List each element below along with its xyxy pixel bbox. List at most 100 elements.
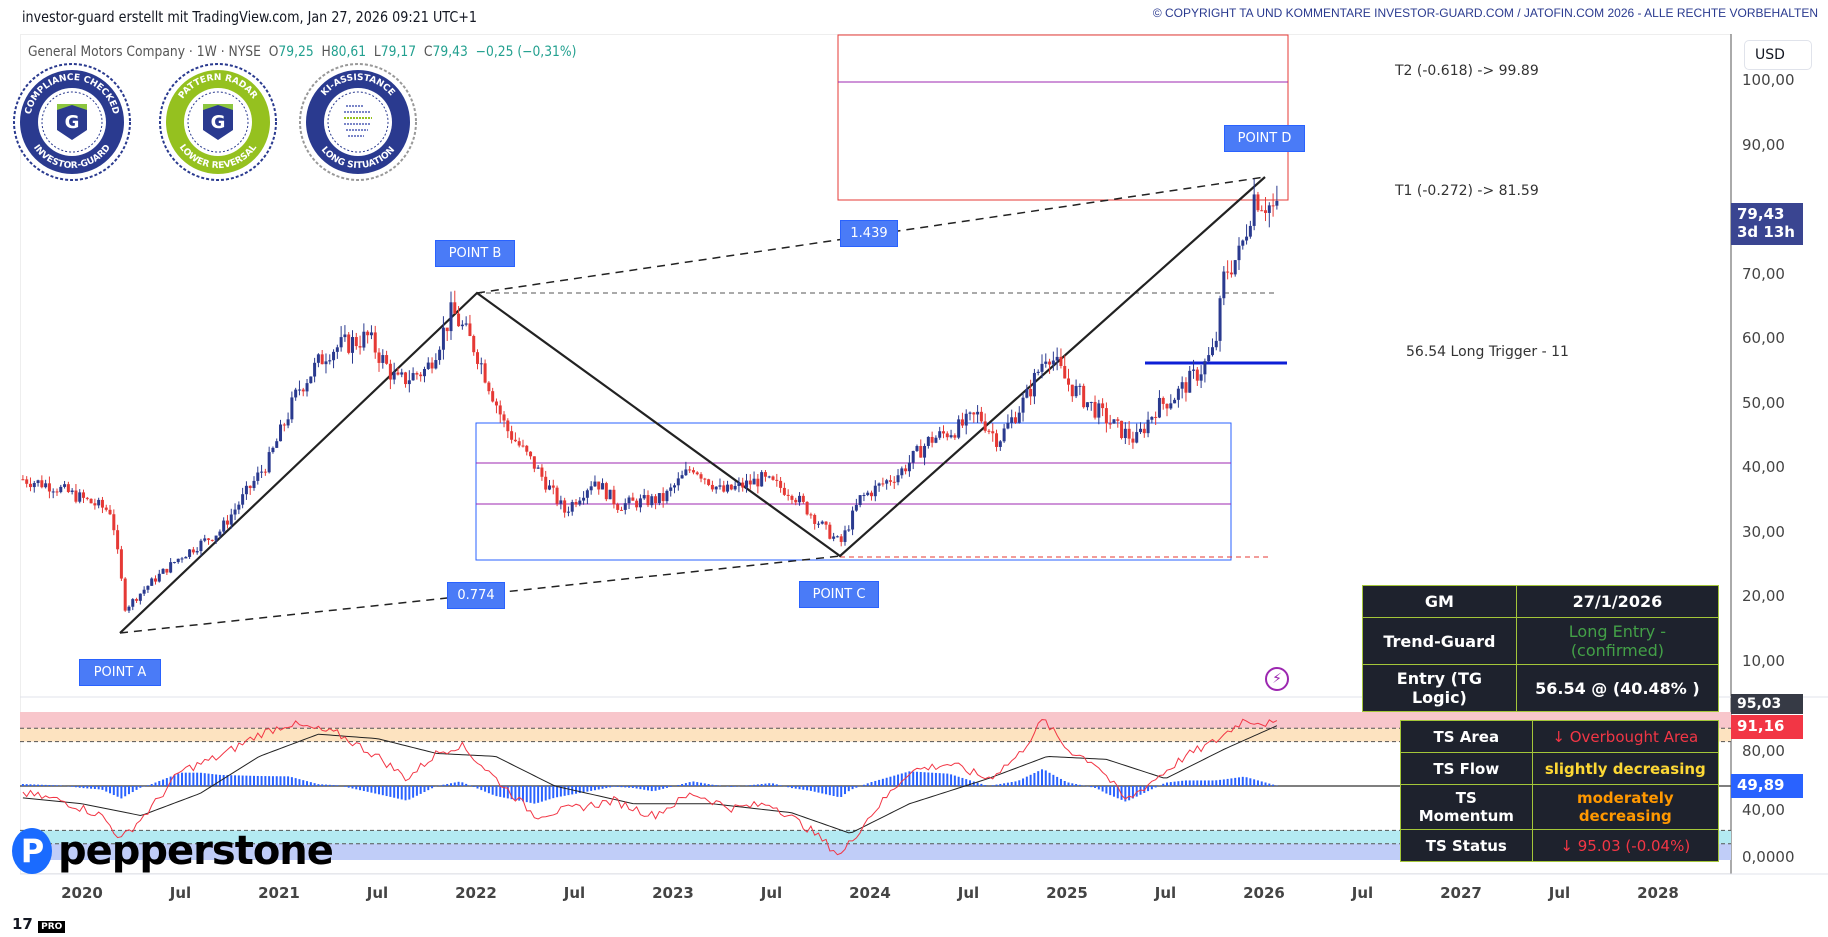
candle-body: [786, 494, 790, 496]
candle-body: [404, 372, 408, 385]
candle-body: [108, 509, 112, 515]
candle-body: [843, 530, 847, 542]
histogram-bar: [798, 786, 801, 790]
candle-body: [184, 556, 188, 559]
histogram-bar: [931, 772, 934, 786]
cell: GM: [1362, 585, 1517, 618]
histogram-bar: [109, 786, 112, 794]
candle-body: [85, 497, 89, 499]
candle-body: [241, 494, 245, 505]
currency-selector[interactable]: USD: [1744, 40, 1812, 70]
histogram-bar: [78, 786, 81, 788]
candle-body: [832, 536, 836, 539]
candle-body: [1150, 416, 1154, 420]
histogram-bar: [309, 782, 312, 786]
point-a-label[interactable]: POINT A: [79, 659, 161, 686]
cell: 27/1/2026: [1515, 585, 1720, 618]
time-tick: 2027: [1440, 884, 1482, 902]
candle-body: [635, 500, 639, 508]
time-tick: 2028: [1637, 884, 1679, 902]
candle-body: [1112, 419, 1116, 424]
candle-body: [225, 520, 229, 525]
histogram-bar: [306, 781, 309, 786]
histogram-bar: [567, 786, 570, 796]
histogram-bar: [1245, 777, 1248, 786]
candle-body: [252, 480, 256, 489]
candle-body: [976, 411, 980, 415]
histogram-bar: [400, 786, 403, 800]
histogram-bar: [385, 786, 388, 797]
candle-body: [294, 389, 298, 398]
price-tick: 100,00: [1742, 71, 1795, 89]
lightning-icon[interactable]: ⚡: [1265, 667, 1289, 691]
candle-body: [691, 470, 695, 473]
candle-body: [763, 472, 767, 477]
histogram-bar: [696, 782, 699, 786]
high-label: H: [321, 44, 331, 60]
candle-body: [888, 480, 892, 482]
histogram-bar: [934, 772, 937, 786]
candle-body: [623, 503, 627, 510]
histogram-bar: [605, 786, 608, 789]
candle-body: [165, 568, 169, 573]
histogram-bar: [715, 785, 718, 786]
candle-body: [339, 337, 343, 348]
candle-body: [426, 362, 430, 369]
candle-body: [741, 482, 745, 488]
histogram-bar: [1260, 781, 1263, 786]
candle-body: [290, 397, 294, 420]
candle-body: [1104, 408, 1108, 424]
histogram-bar: [1124, 786, 1127, 802]
histogram-bar: [711, 784, 714, 786]
histogram-bar: [703, 783, 706, 786]
histogram-bar: [624, 786, 627, 788]
histogram-bar: [218, 774, 221, 786]
long-trigger-note: 56.54 Long Trigger - 11: [1406, 344, 1569, 360]
histogram-bar: [165, 778, 168, 786]
point-d-label[interactable]: POINT D: [1224, 125, 1305, 152]
histogram-bar: [1234, 777, 1237, 786]
candle-body: [722, 485, 726, 492]
histogram-bar: [768, 783, 771, 786]
signal-line: [22, 725, 1278, 834]
candle-body: [271, 447, 275, 453]
candle-body: [366, 331, 370, 336]
candle-body: [987, 430, 991, 432]
low-label: L: [373, 44, 381, 60]
histogram-bar: [756, 784, 759, 786]
histogram-bar: [249, 775, 252, 786]
candle-body: [782, 487, 786, 495]
ratio-bd-label[interactable]: 1.439: [840, 220, 898, 247]
candle-body: [1040, 363, 1044, 372]
histogram-bar: [177, 773, 180, 786]
candle-body: [1176, 388, 1180, 400]
histogram-bar: [1154, 786, 1157, 788]
time-tick: 2024: [849, 884, 891, 902]
histogram-bar: [1010, 782, 1013, 786]
histogram-bar: [484, 786, 487, 792]
histogram-bar: [900, 773, 903, 786]
histogram-bar: [302, 780, 305, 786]
histogram-bar: [753, 784, 756, 786]
histogram-bar: [503, 786, 506, 798]
candle-body: [153, 578, 157, 582]
point-c-label[interactable]: POINT C: [799, 581, 879, 608]
tradingview-logo: 17 PRO: [12, 915, 66, 933]
candle-body: [93, 503, 97, 506]
range-box: [475, 422, 1232, 561]
histogram-bar: [1078, 784, 1081, 786]
candle-body: [847, 529, 851, 531]
histogram-bar: [97, 786, 100, 790]
candle-body: [729, 484, 733, 490]
candle-body: [532, 456, 536, 469]
histogram-bar: [294, 778, 297, 786]
point-b-label[interactable]: POINT B: [435, 240, 515, 267]
candle-body: [824, 521, 828, 525]
candle-body: [218, 531, 222, 536]
histogram-bar: [116, 786, 119, 797]
candle-body: [313, 362, 317, 377]
candle-body: [377, 352, 381, 363]
ratio-ac-label[interactable]: 0.774: [447, 582, 505, 609]
candle-body: [737, 482, 741, 486]
